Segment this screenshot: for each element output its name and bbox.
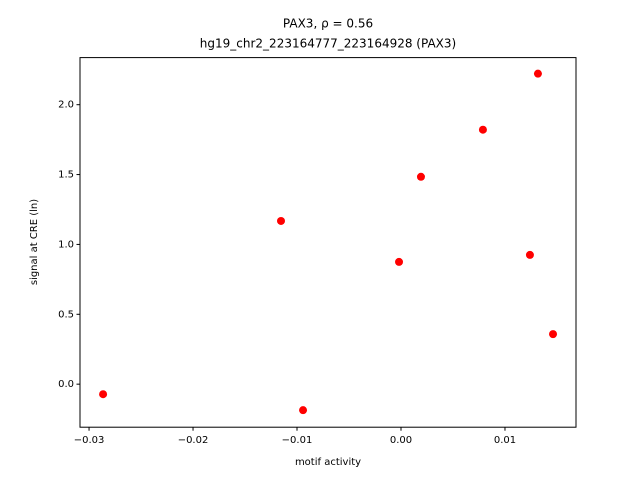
x-tick-label: 0.00 bbox=[390, 435, 412, 446]
x-tick-label: −0.03 bbox=[74, 435, 105, 446]
y-tick-label: 0.5 bbox=[58, 309, 74, 320]
y-tick-label: 0.0 bbox=[58, 379, 74, 390]
point bbox=[525, 250, 534, 259]
x-axis-label: motif activity bbox=[295, 457, 361, 468]
chart-subtitle: hg19_chr2_223164777_223164928 (PAX3) bbox=[200, 37, 456, 51]
point bbox=[533, 69, 542, 78]
point bbox=[549, 330, 558, 339]
point bbox=[416, 172, 425, 181]
y-tick-label: 1.5 bbox=[58, 170, 74, 181]
point bbox=[276, 216, 285, 225]
point bbox=[395, 257, 404, 266]
point bbox=[99, 390, 108, 399]
y-axis-label: signal at CRE (ln) bbox=[29, 199, 40, 285]
y-tick-label: 2.0 bbox=[58, 100, 74, 111]
x-tick-label: −0.02 bbox=[178, 435, 209, 446]
point bbox=[478, 125, 487, 134]
chart-title: PAX3, ρ = 0.56 bbox=[283, 17, 373, 31]
x-tick-label: −0.01 bbox=[282, 435, 313, 446]
point bbox=[299, 406, 308, 415]
plot-frame bbox=[79, 57, 577, 428]
x-tick-label: 0.01 bbox=[494, 435, 516, 446]
y-tick-label: 1.0 bbox=[58, 239, 74, 250]
